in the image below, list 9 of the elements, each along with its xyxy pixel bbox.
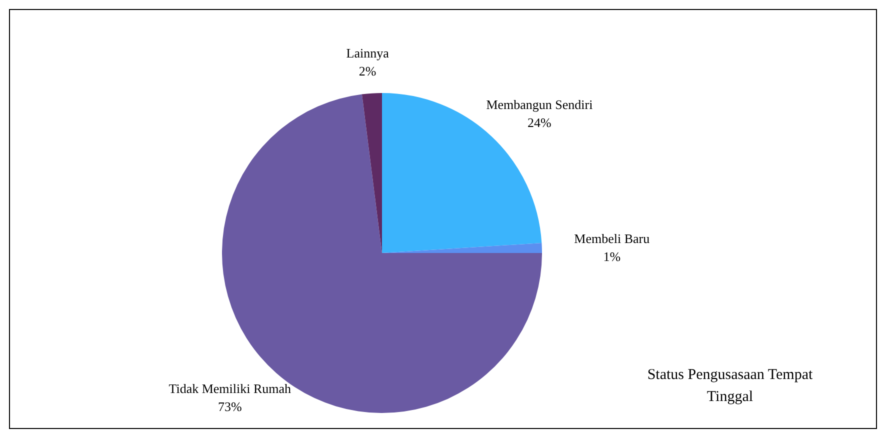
text: Status Pengusasaan Tempat Tinggal bbox=[646, 366, 814, 407]
data-label: 2% bbox=[358, 63, 376, 78]
slice-label: Tidak Memiliki Rumah bbox=[168, 381, 292, 396]
data-label: 73% bbox=[218, 399, 242, 414]
data-label: 24% bbox=[528, 115, 552, 130]
data-label: 1% bbox=[603, 248, 621, 264]
slice-label: Lainnya bbox=[346, 45, 390, 60]
slice-label: Membangun Sendiri bbox=[486, 97, 594, 112]
slice-label: Membeli Baru bbox=[574, 230, 650, 246]
